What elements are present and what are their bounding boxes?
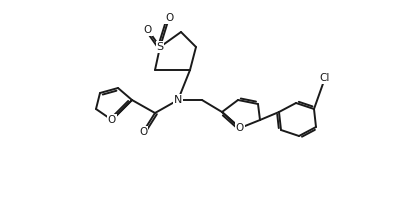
Text: S: S bbox=[156, 42, 164, 52]
Text: O: O bbox=[236, 123, 244, 133]
Text: O: O bbox=[165, 13, 173, 23]
Text: O: O bbox=[144, 25, 152, 35]
Text: Cl: Cl bbox=[320, 73, 330, 83]
Text: O: O bbox=[108, 115, 116, 125]
Text: N: N bbox=[174, 95, 182, 105]
Text: O: O bbox=[139, 127, 147, 137]
